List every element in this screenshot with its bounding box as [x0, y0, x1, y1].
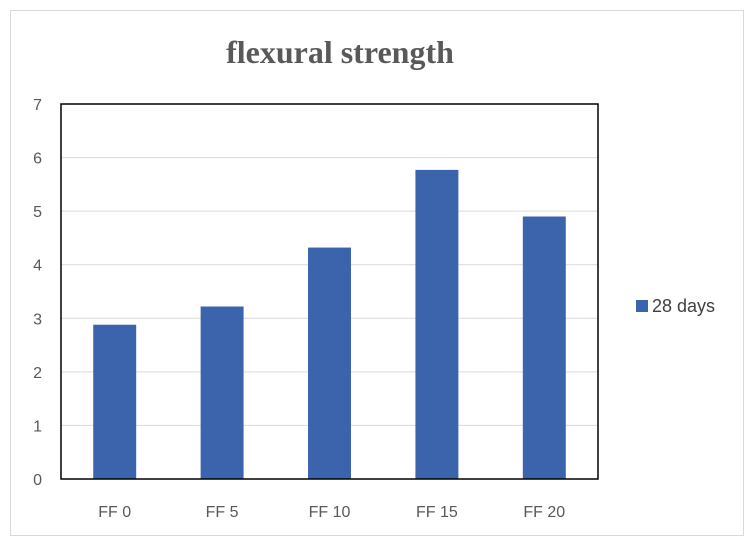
chart-title: flexural strength: [226, 34, 454, 70]
x-tick-label: FF 10: [309, 504, 351, 521]
x-tick-label: FF 20: [523, 504, 565, 521]
x-axis-ticks: FF 0 FF 5 FF 10 FF 15 FF 20: [98, 504, 565, 521]
y-tick-label: 0: [33, 472, 42, 489]
bars: [93, 169, 566, 479]
y-tick-label: 3: [33, 311, 42, 328]
plot-area-border: [60, 103, 599, 480]
x-tick-label: FF 5: [206, 504, 239, 521]
bar-ff-15: [415, 169, 459, 479]
bar-ff-0: [93, 324, 137, 479]
y-tick-label: 4: [33, 258, 42, 275]
bar-ff-10: [308, 247, 351, 479]
y-tick-label: 2: [33, 365, 42, 382]
y-axis-ticks: 0 1 2 3 4 5 6 7: [33, 97, 42, 489]
x-tick-label: FF 0: [98, 504, 131, 521]
y-tick-label: 6: [33, 151, 42, 168]
x-tick-label: FF 15: [416, 504, 458, 521]
y-tick-label: 5: [33, 204, 42, 221]
y-tick-label: 1: [33, 418, 42, 435]
bar-ff-5: [200, 306, 244, 479]
legend: 28 days: [636, 296, 715, 316]
legend-swatch: [636, 300, 648, 312]
y-tick-label: 7: [33, 97, 42, 114]
legend-label: 28 days: [652, 296, 715, 316]
bar-ff-20: [522, 216, 566, 479]
